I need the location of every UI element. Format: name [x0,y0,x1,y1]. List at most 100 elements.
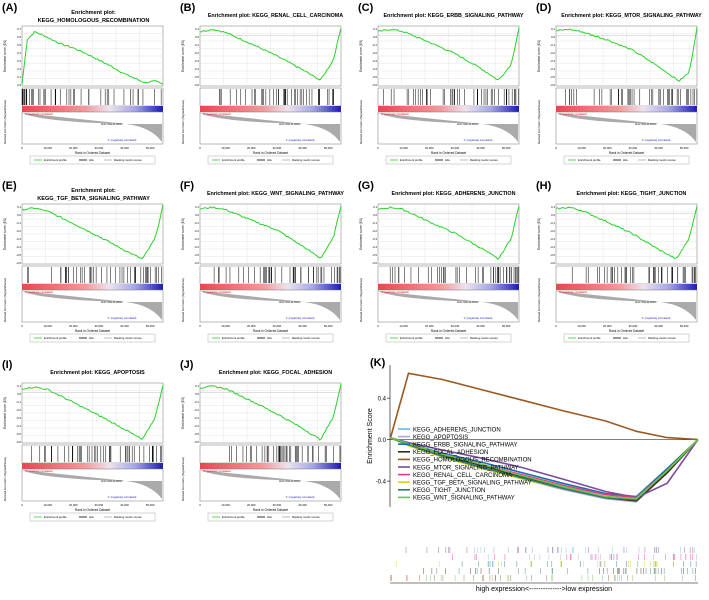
y-tick-label: -0.5 [550,253,555,257]
y-axis-label: Enrichment score (ES) [537,218,541,250]
y-tick-label: -0.3 [372,59,377,63]
plot-title: Enrichment plot: KEGG_RENAL_CELL_CARCINO… [208,13,343,19]
x-tick-label: 10,000 [221,146,230,150]
y-tick-label: -0.3 [194,237,199,241]
legend-box [29,333,156,343]
x-axis-label: Rank in Ordered Dataset [253,508,288,512]
legend-text: Ranking metric scores [470,336,498,340]
y-tick-label: 0.1 [17,205,21,209]
legend-text: Enrichment profile [222,158,245,162]
y-tick-label: -0.6 [194,83,199,87]
legend-box [29,155,156,165]
metric-area-neg [304,481,340,499]
y-tick-label: -0.6 [194,261,199,265]
y-axis-label: Enrichment score (ES) [181,397,185,429]
x-tick-label: 0 [377,146,379,150]
x-tick-label: 20,000 [425,324,434,328]
negative-label: '1' (negatively correlated) [108,316,137,320]
gsea-plot: Enrichment plot: KEGG_TGF_BETA_SIGNALING_… [3,188,164,343]
plot-title: Enrichment plot: [71,10,116,16]
legend-text: Ranking metric scores [292,158,320,162]
x-tick-label: 50,000 [502,324,511,328]
hits-frame [377,87,520,107]
panel-letter: (I) [2,359,13,371]
metric-area-neg [126,481,162,499]
zero-cross-label: Zero cross at 40913 [101,480,123,483]
hits-frame [199,444,342,464]
y-axis-label: Enrichment score (ES) [537,40,541,72]
x-tick-label: 30,000 [273,503,282,507]
y-tick-label: 0.0 [17,83,21,87]
y-tick-label: -0.1 [550,43,555,47]
legend-text: Ranking metric scores [114,515,142,519]
y-axis-label: Ranked list metric (Signal2Noise) [537,100,541,144]
enrichment-profile-line [21,31,164,85]
x-tick-label: 50,000 [146,146,155,150]
panel-letter: (G) [358,180,374,192]
y-tick-label: -0.4 [372,245,377,249]
plot-title: Enrichment plot: KEGG_TIGHT_JUNCTION [577,191,687,197]
x-tick-label: 40,000 [476,324,485,328]
zero-cross-label: Zero cross at 40913 [279,301,301,304]
legend-text: Ranking metric scores [648,158,676,162]
ranking-heatbar [200,106,341,112]
legend-text: Hits [623,336,628,340]
legend-box [563,333,690,343]
y-tick-label: -0.4 [194,245,199,249]
y-axis-label: Enrichment Score [367,408,374,464]
x-tick-label: 0 [199,324,201,328]
metric-area-pos [22,470,127,481]
hits-frame [555,265,698,285]
y-tick-label: -0.4 [16,245,21,249]
metric-area-neg [304,124,340,142]
y-tick-label: 0.1 [195,27,199,31]
y-axis-label: Ranked list metric (Signal2Noise) [359,278,363,322]
plot-title: Enrichment plot: KEGG_FOCAL_ADHESION [219,370,332,376]
positive-label: '0' (positively correlated) [203,112,231,116]
y-tick-label: 0.0 [373,213,377,217]
x-tick-label: 40,000 [476,146,485,150]
x-tick-label: 0 [199,146,201,150]
x-axis-label: Rank in Ordered Dataset [253,151,288,155]
y-tick-label: -0.5 [372,253,377,257]
negative-label: '1' (negatively correlated) [108,138,137,142]
y-tick-label: -0.4 [194,67,199,71]
y-axis-label: Enrichment score (ES) [181,40,185,72]
y-axis-label: Ranked list metric (Signal2Noise) [537,278,541,322]
x-tick-label: 30,000 [629,324,638,328]
legend-text: Enrichment profile [44,515,67,519]
zero-cross-label: Zero cross at 40913 [279,123,301,126]
legend-box [385,155,512,165]
y-tick-label: 0.7 [17,27,21,31]
y-tick-label: 0.0 [551,35,555,39]
x-axis-label: Rank in Ordered Dataset [609,329,644,333]
y-tick-label: -0.3 [550,237,555,241]
y-tick-label: 0.4 [17,51,21,55]
positive-label: '0' (positively correlated) [25,112,53,116]
x-axis-label: high expression<-------------->low expre… [476,586,612,593]
y-tick-label: -0.5 [194,432,199,436]
legend-text: Hits [267,158,272,162]
legend-text: KEGG_WNT_SIGNALING_PATHWAY [413,496,515,502]
y-tick-label: 0.0 [195,213,199,217]
gsea-plot: Enrichment plot: KEGG_MTOR_SIGNALING_PAT… [537,13,702,165]
zero-cross-label: Zero cross at 40913 [101,123,123,126]
y-tick-label: 0.0 [373,35,377,39]
legend-text: KEGG_ADHERENS_JUNCTION [413,427,501,433]
x-tick-label: 20,000 [603,324,612,328]
legend-text: Hits [267,515,272,519]
x-tick-label: 20,000 [425,146,434,150]
y-tick-label: 0.0 [378,438,387,444]
x-axis-label: Rank in Ordered Dataset [75,151,110,155]
positive-label: '0' (positively correlated) [381,290,409,294]
gsea-plot: Enrichment plot: KEGG_FOCAL_ADHESION 0.1 0… [181,370,342,522]
x-tick-label: 10,000 [43,324,52,328]
y-axis-label: Ranked list metric (Signal2Noise) [359,100,363,144]
y-tick-label: -0.1 [550,221,555,225]
positive-label: '0' (positively correlated) [559,290,587,294]
legend-text: Enrichment profile [578,336,601,340]
x-tick-label: 30,000 [629,146,638,150]
y-tick-label: 0.3 [17,59,21,63]
positive-label: '0' (positively correlated) [559,112,587,116]
legend-box [385,333,512,343]
